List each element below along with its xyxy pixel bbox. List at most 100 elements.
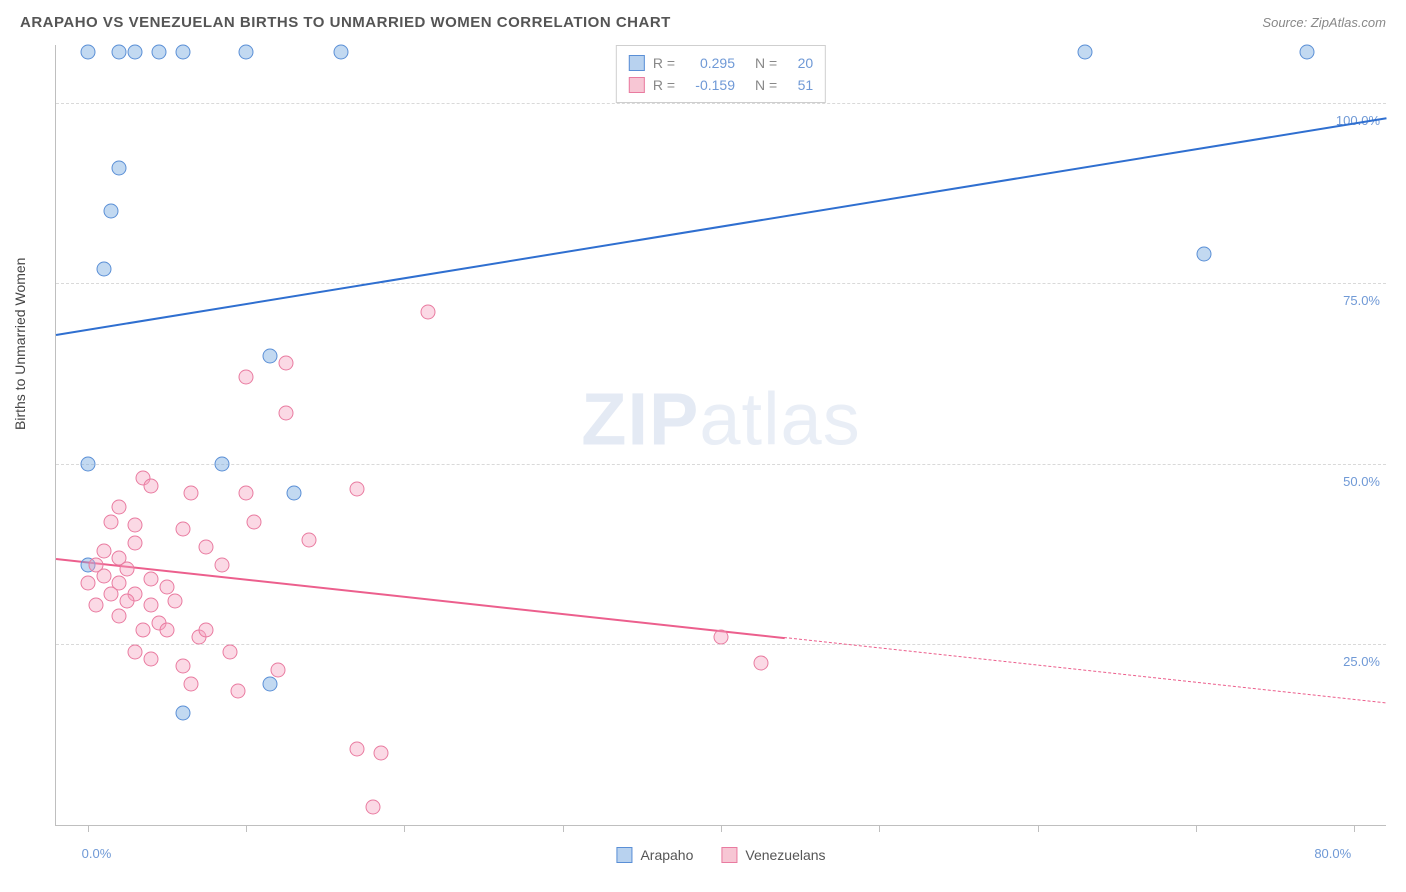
- y-tick-label: 75.0%: [1320, 293, 1380, 308]
- data-point: [120, 594, 135, 609]
- data-point: [159, 623, 174, 638]
- data-point: [753, 655, 768, 670]
- legend-swatch: [616, 847, 632, 863]
- data-point: [1078, 45, 1093, 60]
- x-tick: [879, 825, 880, 832]
- x-tick-label: 0.0%: [82, 846, 112, 861]
- data-point: [365, 799, 380, 814]
- legend-row: R =-0.159N =51: [629, 74, 813, 96]
- gridline-h: [56, 464, 1386, 465]
- data-point: [128, 536, 143, 551]
- x-tick: [88, 825, 89, 832]
- data-point: [262, 348, 277, 363]
- legend-n-label: N =: [755, 74, 777, 96]
- gridline-h: [56, 283, 1386, 284]
- data-point: [80, 456, 95, 471]
- legend-n-value: 20: [785, 52, 813, 74]
- data-point: [270, 662, 285, 677]
- data-point: [136, 623, 151, 638]
- x-tick: [1038, 825, 1039, 832]
- watermark-atlas: atlas: [699, 378, 860, 461]
- chart-title: ARAPAHO VS VENEZUELAN BIRTHS TO UNMARRIE…: [20, 14, 671, 31]
- data-point: [104, 586, 119, 601]
- x-tick: [1196, 825, 1197, 832]
- source-attribution: Source: ZipAtlas.com: [1262, 15, 1386, 30]
- source-value: ZipAtlas.com: [1311, 15, 1386, 30]
- scatter-plot-area: ZIPatlas R =0.295N =20R =-0.159N =51 Ara…: [55, 45, 1386, 826]
- legend-n-value: 51: [785, 74, 813, 96]
- data-point: [167, 594, 182, 609]
- data-point: [112, 45, 127, 60]
- legend-item: Venezuelans: [721, 847, 825, 863]
- y-tick-label: 25.0%: [1320, 654, 1380, 669]
- legend-n-label: N =: [755, 52, 777, 74]
- data-point: [373, 745, 388, 760]
- data-point: [1299, 45, 1314, 60]
- data-point: [128, 644, 143, 659]
- series-legend: Arapaho Venezuelans: [616, 847, 825, 863]
- data-point: [96, 261, 111, 276]
- watermark: ZIPatlas: [581, 377, 860, 462]
- data-point: [96, 568, 111, 583]
- data-point: [120, 561, 135, 576]
- data-point: [223, 644, 238, 659]
- watermark-zip: ZIP: [581, 378, 699, 461]
- legend-swatch: [721, 847, 737, 863]
- x-tick: [563, 825, 564, 832]
- legend-label: Venezuelans: [745, 847, 825, 863]
- data-point: [104, 514, 119, 529]
- legend-item: Arapaho: [616, 847, 693, 863]
- data-point: [349, 482, 364, 497]
- legend-label: Arapaho: [640, 847, 693, 863]
- data-point: [239, 45, 254, 60]
- data-point: [199, 623, 214, 638]
- data-point: [421, 305, 436, 320]
- data-point: [246, 514, 261, 529]
- data-point: [144, 572, 159, 587]
- trend-line: [56, 117, 1386, 336]
- data-point: [112, 160, 127, 175]
- data-point: [112, 500, 127, 515]
- data-point: [175, 45, 190, 60]
- data-point: [231, 684, 246, 699]
- data-point: [144, 597, 159, 612]
- data-point: [175, 521, 190, 536]
- data-point: [278, 355, 293, 370]
- trend-line: [784, 637, 1386, 703]
- legend-row: R = 0.295 N = 20: [629, 52, 813, 74]
- x-tick: [404, 825, 405, 832]
- data-point: [159, 579, 174, 594]
- data-point: [239, 370, 254, 385]
- data-point: [239, 485, 254, 500]
- y-axis-title: Births to Unmarried Women: [12, 258, 28, 430]
- x-tick: [721, 825, 722, 832]
- data-point: [80, 576, 95, 591]
- data-point: [215, 558, 230, 573]
- data-point: [151, 45, 166, 60]
- data-point: [112, 608, 127, 623]
- data-point: [80, 45, 95, 60]
- data-point: [278, 406, 293, 421]
- x-tick: [246, 825, 247, 832]
- data-point: [183, 677, 198, 692]
- data-point: [199, 539, 214, 554]
- data-point: [128, 518, 143, 533]
- data-point: [183, 485, 198, 500]
- legend-r-label: R =: [653, 74, 675, 96]
- source-label: Source:: [1262, 15, 1307, 30]
- legend-swatch: [629, 55, 645, 71]
- data-point: [714, 630, 729, 645]
- legend-r-value: 0.295: [683, 52, 735, 74]
- data-point: [334, 45, 349, 60]
- data-point: [1196, 247, 1211, 262]
- y-tick-label: 50.0%: [1320, 474, 1380, 489]
- legend-r-label: R =: [653, 52, 675, 74]
- data-point: [128, 45, 143, 60]
- data-point: [262, 677, 277, 692]
- data-point: [215, 456, 230, 471]
- data-point: [96, 543, 111, 558]
- x-tick: [1354, 825, 1355, 832]
- correlation-legend: R =0.295N =20R =-0.159N =51: [616, 45, 826, 103]
- data-point: [286, 485, 301, 500]
- data-point: [104, 204, 119, 219]
